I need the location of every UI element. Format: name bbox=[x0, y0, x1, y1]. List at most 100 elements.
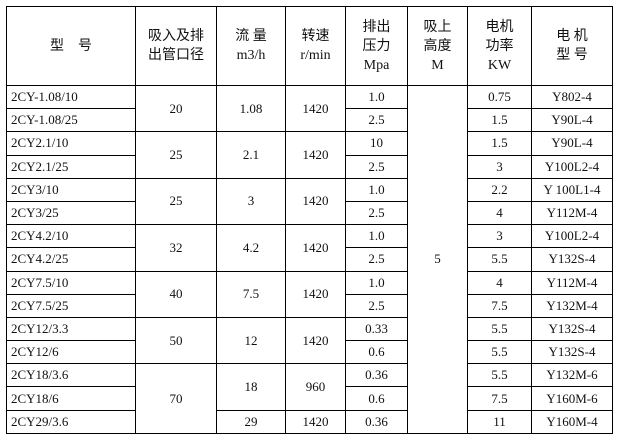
header-flow: 流 量 m3/h bbox=[216, 6, 286, 86]
header-power: 电机 功率 KW bbox=[467, 6, 532, 86]
motor-cell: Y 100L1-4 bbox=[531, 177, 613, 202]
model-cell: 2CY3/25 bbox=[6, 200, 136, 226]
flow-cell: 1.08 bbox=[216, 84, 286, 133]
model-cell: 2CY3/10 bbox=[6, 177, 136, 202]
power-cell: 7.5 bbox=[467, 293, 532, 318]
power-cell: 11 bbox=[467, 409, 532, 434]
table-row: 2CY2.1/10 25 2.1 1420 10 1.5 Y90L-4 bbox=[6, 131, 613, 179]
power-cell: 3 bbox=[467, 224, 532, 249]
header-row: 型 号吸入及排 出管口径流 量 m3/h 转速 r/min 排出 压力 Mpa 吸上 … bbox=[6, 6, 613, 86]
flow-cell: 12 bbox=[216, 316, 286, 365]
motor-cell: Y112M-4 bbox=[531, 200, 613, 226]
power-cell: 4 bbox=[467, 200, 532, 226]
header-suction-height: 吸上 高度 M bbox=[407, 6, 468, 86]
model-cell: 2CY12/3.3 bbox=[6, 316, 136, 342]
pressure-cell: 10 bbox=[345, 131, 408, 156]
motor-cell: Y100L2-4 bbox=[531, 154, 613, 179]
table-row: 2CY7.5/10 40 7.5 1420 1.0 4 Y112M-4 bbox=[6, 270, 613, 318]
flow-cell: 18 bbox=[216, 363, 286, 411]
speed-cell: 1420 bbox=[285, 224, 346, 272]
diameter-cell: 50 bbox=[135, 316, 217, 365]
motor-cell: Y112M-4 bbox=[531, 270, 613, 295]
model-cell: 2CY-1.08/25 bbox=[6, 108, 136, 133]
header-diameter: 吸入及排 出管口径 bbox=[135, 6, 217, 86]
motor-cell: Y132S-4 bbox=[531, 340, 613, 365]
header-motor: 电 机 型 号 bbox=[531, 6, 613, 86]
flow-cell: 29 bbox=[216, 409, 286, 434]
pressure-cell: 2.5 bbox=[345, 247, 408, 272]
model-cell: 2CY4.2/10 bbox=[6, 224, 136, 249]
motor-cell: Y100L2-4 bbox=[531, 224, 613, 249]
table-row: 2CY4.2/10 32 4.2 1420 1.0 3 Y100L2-4 bbox=[6, 224, 613, 272]
diameter-cell: 20 bbox=[135, 84, 217, 133]
motor-cell: Y132S-4 bbox=[531, 316, 613, 342]
table-row: 2CY12/3.3 50 12 1420 0.33 5.5 Y132S-4 bbox=[6, 316, 613, 365]
power-cell: 0.75 bbox=[467, 84, 532, 110]
speed-cell: 1420 bbox=[285, 409, 346, 434]
power-cell: 1.5 bbox=[467, 131, 532, 156]
table-row: 2CY3/10 25 3 1420 1.0 2.2 Y 100L1-4 bbox=[6, 177, 613, 226]
diameter-cell: 70 bbox=[135, 363, 217, 434]
table-row: 2CY-1.08/10 20 1.08 1420 1.0 5 0.75 Y802-4 bbox=[6, 84, 613, 434]
power-cell: 5.5 bbox=[467, 363, 532, 388]
power-cell: 5.5 bbox=[467, 247, 532, 272]
power-cell: 5.5 bbox=[467, 316, 532, 342]
flow-cell: 3 bbox=[216, 177, 286, 226]
model-cell: 2CY7.5/10 bbox=[6, 270, 136, 295]
motor-cell: Y802-4 bbox=[531, 84, 613, 110]
power-cell: 3 bbox=[467, 154, 532, 179]
speed-cell: 1420 bbox=[285, 177, 346, 226]
table-row: 2CY29/3.6 29 1420 0.36 11 Y160M-4 bbox=[6, 409, 613, 434]
power-cell: 1.5 bbox=[467, 108, 532, 133]
pressure-cell: 1.0 bbox=[345, 270, 408, 295]
motor-cell: Y132S-4 bbox=[531, 247, 613, 272]
motor-cell: Y160M-6 bbox=[531, 386, 613, 411]
speed-cell: 1420 bbox=[285, 131, 346, 179]
table-row: 2CY12/6 0.6 5.5 Y132S-4 bbox=[6, 340, 613, 365]
flow-cell: 2.1 bbox=[216, 131, 286, 179]
header-speed: 转速 r/min bbox=[285, 6, 346, 86]
pressure-cell: 1.0 bbox=[345, 84, 408, 110]
flow-cell: 4.2 bbox=[216, 224, 286, 272]
table-row: 2CY7.5/25 2.5 7.5 Y132M-4 bbox=[6, 293, 613, 318]
pressure-cell: 1.0 bbox=[345, 224, 408, 249]
model-cell: 2CY2.1/25 bbox=[6, 154, 136, 179]
motor-cell: Y132M-4 bbox=[531, 293, 613, 318]
pressure-cell: 0.33 bbox=[345, 316, 408, 342]
pressure-cell: 1.0 bbox=[345, 177, 408, 202]
diameter-cell: 32 bbox=[135, 224, 217, 272]
diameter-cell: 25 bbox=[135, 177, 217, 226]
header-model: 型 号 bbox=[6, 6, 136, 86]
model-cell: 2CY7.5/25 bbox=[6, 293, 136, 318]
pressure-cell: 0.6 bbox=[345, 386, 408, 411]
motor-cell: Y90L-4 bbox=[531, 131, 613, 156]
diameter-cell: 25 bbox=[135, 131, 217, 179]
model-cell: 2CY18/3.6 bbox=[6, 363, 136, 388]
table-row: 2CY-1.08/25 2.5 1.5 Y90L-4 bbox=[6, 108, 613, 133]
model-cell: 2CY4.2/25 bbox=[6, 247, 136, 272]
pressure-cell: 0.36 bbox=[345, 363, 408, 388]
motor-cell: Y90L-4 bbox=[531, 108, 613, 133]
table-row: 2CY3/25 2.5 4 Y112M-4 bbox=[6, 200, 613, 226]
diameter-cell: 40 bbox=[135, 270, 217, 318]
pressure-cell: 2.5 bbox=[345, 108, 408, 133]
power-cell: 7.5 bbox=[467, 386, 532, 411]
motor-cell: Y160M-4 bbox=[531, 409, 613, 434]
speed-cell: 1420 bbox=[285, 316, 346, 365]
model-cell: 2CY-1.08/10 bbox=[6, 84, 136, 110]
model-cell: 2CY12/6 bbox=[6, 340, 136, 365]
motor-cell: Y132M-6 bbox=[531, 363, 613, 388]
table-row: 2CY18/3.6 70 18 960 0.36 5.5 Y132M-6 bbox=[6, 363, 613, 434]
speed-cell: 1420 bbox=[285, 84, 346, 133]
table-row: 2CY2.1/25 2.5 3 Y100L2-4 bbox=[6, 154, 613, 179]
pressure-cell: 2.5 bbox=[345, 200, 408, 226]
header-pressure: 排出 压力 Mpa bbox=[345, 6, 408, 86]
power-cell: 4 bbox=[467, 270, 532, 295]
model-cell: 2CY2.1/10 bbox=[6, 131, 136, 156]
flow-cell: 7.5 bbox=[216, 270, 286, 318]
power-cell: 5.5 bbox=[467, 340, 532, 365]
pressure-cell: 0.36 bbox=[345, 409, 408, 434]
suction-height-cell: 5 bbox=[407, 85, 468, 434]
pump-spec-table: 型 号吸入及排 出管口径流 量 m3/h 转速 r/min 排出 压力 Mpa 吸上 … bbox=[6, 6, 613, 434]
speed-cell: 1420 bbox=[285, 270, 346, 318]
